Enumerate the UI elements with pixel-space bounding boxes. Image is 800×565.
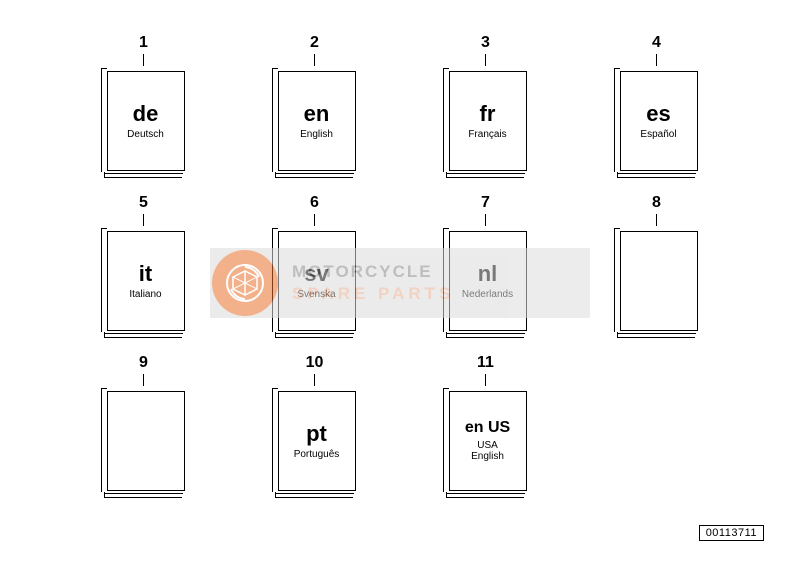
language-name: Italiano [129, 289, 161, 300]
part-number: 00113711 [699, 525, 764, 541]
position-number: 2 [310, 34, 319, 52]
language-name: Español [640, 129, 676, 140]
book-icon: en English [272, 68, 358, 178]
book-icon: nl Nederlands [443, 228, 529, 338]
manual-cell: 3 fr Français [400, 34, 571, 194]
language-name: Français [468, 129, 506, 140]
book-icon [614, 228, 700, 338]
book-icon [101, 388, 187, 498]
position-number: 4 [652, 34, 661, 52]
leader-line [143, 214, 145, 226]
leader-line [485, 54, 487, 66]
book-icon: sv Svenska [272, 228, 358, 338]
leader-line [656, 214, 658, 226]
leader-line [485, 214, 487, 226]
leader-line [143, 54, 145, 66]
position-number: 9 [139, 354, 148, 372]
language-code: pt [306, 423, 327, 445]
manual-cell: 11 en US USA English [400, 354, 571, 514]
language-name: USA English [471, 440, 504, 462]
manual-cell: 2 en English [229, 34, 400, 194]
position-number: 5 [139, 194, 148, 212]
language-code: fr [480, 103, 496, 125]
language-code: en [304, 103, 330, 125]
leader-line [485, 374, 487, 386]
position-number: 1 [139, 34, 148, 52]
position-number: 7 [481, 194, 490, 212]
manuals-grid: 1 de Deutsch 2 en English 3 fr Français 4 es Españo… [58, 34, 742, 514]
manual-cell: 8 [571, 194, 742, 354]
language-code: de [133, 103, 159, 125]
language-code: es [646, 103, 670, 125]
language-name: English [300, 129, 333, 140]
leader-line [314, 54, 316, 66]
position-number: 3 [481, 34, 490, 52]
language-name: Deutsch [127, 129, 164, 140]
manual-cell: 10 pt Português [229, 354, 400, 514]
manual-cell: 4 es Español [571, 34, 742, 194]
book-icon: it Italiano [101, 228, 187, 338]
book-icon: es Español [614, 68, 700, 178]
manual-cell: 5 it Italiano [58, 194, 229, 354]
book-icon: fr Français [443, 68, 529, 178]
position-number: 11 [477, 354, 494, 372]
book-icon: pt Português [272, 388, 358, 498]
leader-line [143, 374, 145, 386]
language-code: en US [465, 420, 510, 436]
leader-line [314, 214, 316, 226]
manual-cell: 7 nl Nederlands [400, 194, 571, 354]
language-code: sv [304, 263, 328, 285]
language-code: nl [478, 263, 498, 285]
book-icon: de Deutsch [101, 68, 187, 178]
language-code: it [139, 263, 152, 285]
position-number: 10 [306, 354, 324, 372]
language-name: Svenska [297, 289, 335, 300]
position-number: 6 [310, 194, 319, 212]
leader-line [656, 54, 658, 66]
position-number: 8 [652, 194, 661, 212]
manual-cell: 1 de Deutsch [58, 34, 229, 194]
leader-line [314, 374, 316, 386]
manual-cell: 9 [58, 354, 229, 514]
book-icon: en US USA English [443, 388, 529, 498]
language-name: Português [294, 449, 340, 460]
manual-cell: 6 sv Svenska [229, 194, 400, 354]
language-name: Nederlands [462, 289, 513, 300]
